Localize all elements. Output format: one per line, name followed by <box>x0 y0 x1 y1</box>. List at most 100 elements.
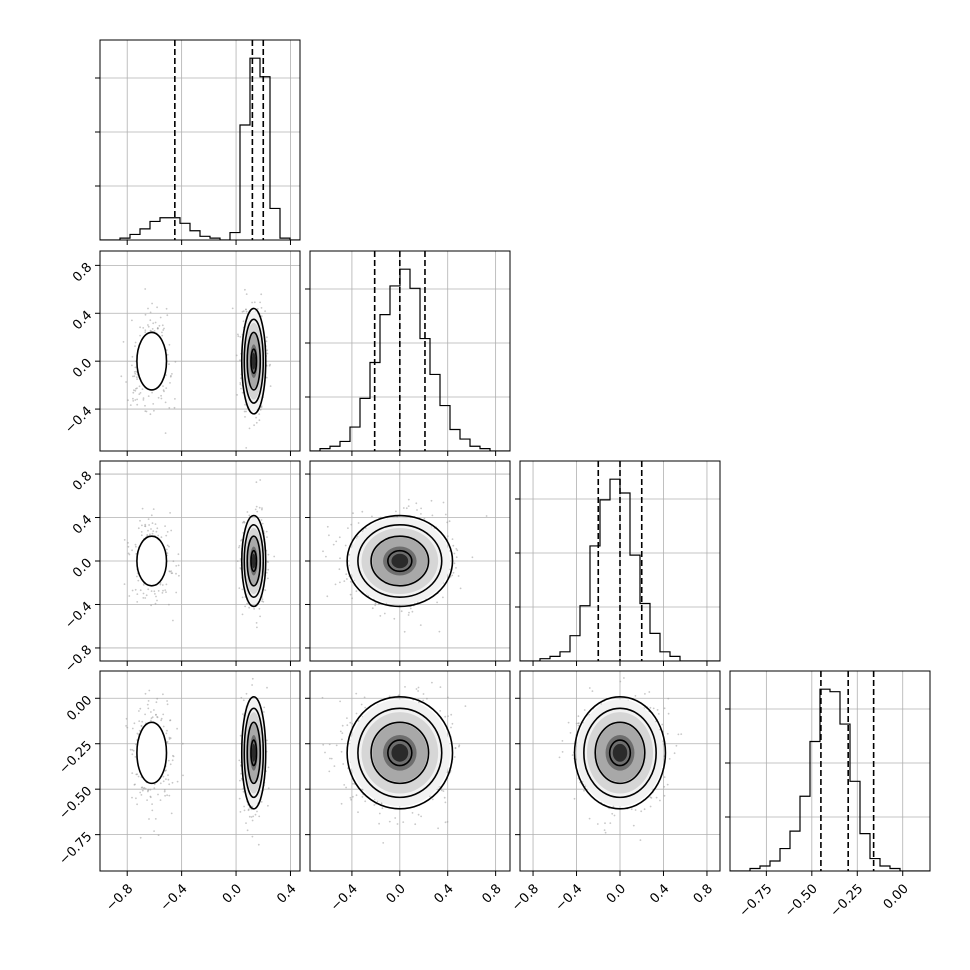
sample-point <box>420 507 422 510</box>
sample-point <box>144 787 147 790</box>
sample-point <box>464 705 467 707</box>
sample-point <box>453 756 456 758</box>
sample-point <box>159 316 162 319</box>
sample-point <box>379 615 382 617</box>
sample-point <box>417 686 420 689</box>
sample-point <box>170 529 173 532</box>
sample-point <box>241 596 244 599</box>
sample-point <box>133 783 136 786</box>
sample-point <box>263 706 266 709</box>
sample-point <box>166 794 168 797</box>
sample-point <box>153 409 155 412</box>
sample-point <box>264 589 267 592</box>
sample-point <box>240 538 243 541</box>
sample-point <box>246 602 249 605</box>
sample-point <box>147 529 149 532</box>
sample-point <box>148 689 151 692</box>
panel-frame <box>99 250 301 452</box>
sample-point <box>240 377 242 380</box>
sample-point <box>159 782 162 785</box>
sample-point <box>164 525 166 527</box>
sample-point <box>371 607 374 610</box>
sample-point <box>152 508 155 510</box>
sample-point <box>260 293 263 296</box>
sample-point <box>139 326 141 329</box>
contour-level <box>346 696 454 810</box>
sample-point <box>144 692 147 695</box>
sample-point <box>144 288 147 290</box>
sample-point <box>340 750 343 753</box>
sample-point <box>177 564 180 567</box>
sample-point <box>431 798 434 801</box>
sample-point <box>160 397 163 400</box>
sample-point <box>415 688 418 690</box>
sample-point <box>161 584 164 586</box>
sample-point <box>455 556 458 559</box>
sample-point <box>668 758 671 760</box>
sample-point <box>160 536 163 539</box>
sample-point <box>346 724 349 727</box>
sample-point <box>442 501 445 504</box>
sample-point <box>131 727 134 730</box>
contour-level <box>250 348 258 374</box>
sample-point <box>443 796 446 799</box>
sample-point <box>166 544 169 547</box>
sample-point <box>411 812 414 814</box>
sample-point <box>137 775 140 778</box>
contour-level <box>246 721 262 785</box>
sample-point <box>255 622 258 624</box>
sample-point <box>246 829 249 832</box>
sample-point <box>131 796 133 799</box>
sample-point <box>267 553 270 556</box>
sample-point <box>420 513 422 515</box>
sample-point <box>381 807 384 810</box>
contour-level <box>243 318 265 404</box>
sample-point <box>244 403 247 406</box>
sample-point <box>256 810 258 813</box>
sample-point <box>171 781 174 784</box>
sample-point <box>350 798 352 801</box>
sample-point <box>147 790 149 793</box>
sample-point <box>402 507 405 509</box>
sample-point <box>168 783 171 786</box>
sample-point <box>440 789 443 792</box>
sample-point <box>164 432 167 434</box>
sample-point <box>378 822 380 825</box>
sample-point <box>239 383 242 386</box>
contour-level <box>246 331 262 391</box>
sample-point <box>351 722 354 725</box>
sample-point <box>168 603 170 606</box>
sample-point <box>147 324 149 326</box>
sample-point <box>267 804 269 807</box>
sample-point <box>167 759 170 762</box>
sample-point <box>153 709 155 711</box>
sample-point <box>152 530 155 532</box>
sample-point <box>258 413 261 415</box>
sample-point <box>154 593 156 595</box>
sample-point <box>144 525 147 528</box>
sample-point <box>409 607 412 610</box>
sample-point <box>603 829 606 831</box>
sample-point <box>332 543 335 546</box>
sample-point <box>267 766 270 769</box>
sample-point <box>455 548 458 550</box>
sample-point <box>120 375 123 378</box>
sample-point <box>127 399 129 402</box>
sample-point <box>244 416 246 418</box>
sample-point <box>239 336 242 338</box>
sample-point <box>446 771 449 774</box>
sample-point <box>254 508 257 511</box>
sample-point <box>447 696 449 699</box>
sample-point <box>135 545 137 548</box>
sample-point <box>149 533 151 536</box>
sample-point <box>266 336 268 339</box>
sample-point <box>132 391 135 394</box>
sample-point <box>165 534 168 537</box>
sample-point <box>162 329 165 331</box>
sample-point <box>160 394 162 397</box>
sample-point <box>123 539 126 541</box>
sample-point <box>680 733 683 735</box>
sample-point <box>131 772 134 774</box>
sample-point <box>147 518 150 520</box>
contour-level <box>370 721 430 785</box>
